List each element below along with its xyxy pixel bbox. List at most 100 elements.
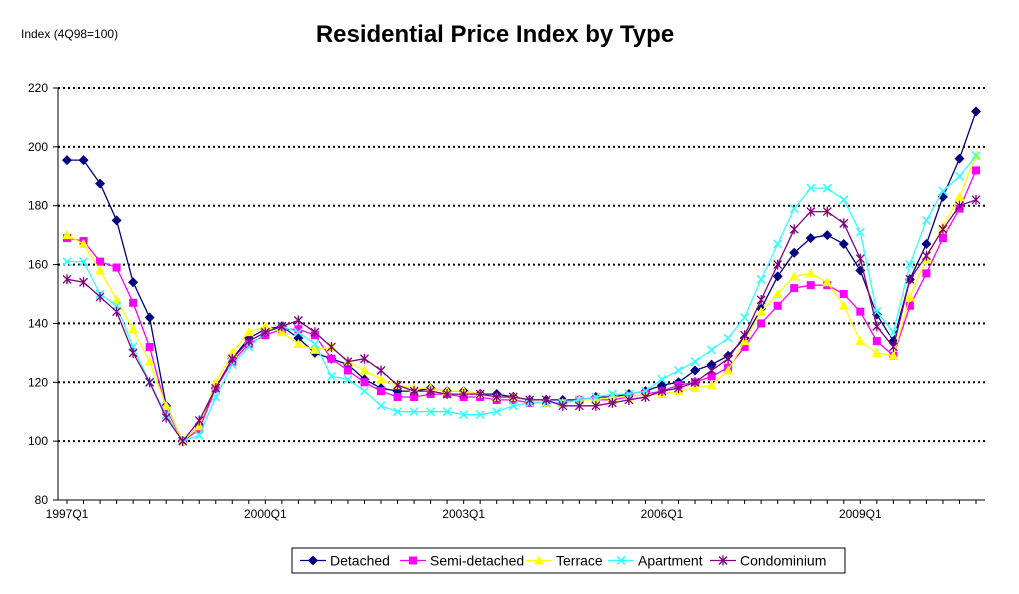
y-tick-label: 100 (28, 434, 48, 448)
data-point-apartment (376, 401, 386, 411)
data-point-semi-detached (707, 372, 716, 381)
data-point-terrace (822, 277, 833, 287)
data-point-condominium (393, 380, 403, 391)
data-point-apartment (392, 407, 403, 417)
legend: Detached Semi-detached Terrace Apartment Con… (291, 547, 846, 574)
data-point-condominium (95, 291, 105, 302)
data-point-condominium (525, 394, 535, 405)
y-tick-label: 180 (28, 199, 48, 213)
x-tick-label: 2003Q1 (442, 507, 485, 521)
data-point-condominium (244, 336, 254, 347)
x-tick-label: 2000Q1 (244, 507, 287, 521)
data-point-semi-detached (112, 263, 121, 272)
data-point-condominium (277, 321, 287, 332)
data-point-condominium (128, 347, 138, 358)
data-point-condominium (508, 392, 518, 402)
data-point-terrace (706, 380, 717, 390)
data-point-terrace (309, 344, 320, 354)
data-point-condominium (607, 397, 617, 408)
data-point-apartment (740, 312, 750, 323)
data-point-apartment (905, 260, 915, 270)
y-tick-label: 160 (28, 258, 48, 272)
data-point-terrace (276, 327, 287, 337)
data-point-apartment (756, 274, 766, 284)
data-point-condominium (326, 341, 336, 352)
data-point-terrace (95, 265, 106, 275)
data-point-terrace (260, 321, 271, 331)
data-point-terrace (128, 324, 139, 334)
data-point-terrace (805, 268, 816, 278)
legend-label: Apartment (638, 553, 703, 569)
data-point-condominium (79, 277, 88, 288)
data-point-condominium (211, 383, 221, 394)
data-point-detached (822, 230, 833, 241)
data-point-terrace (161, 400, 172, 410)
data-point-apartment (690, 357, 700, 367)
y-tick-label: 140 (28, 316, 48, 330)
data-point-condominium (194, 415, 204, 426)
data-point-semi-detached (410, 393, 419, 401)
data-point-apartment (657, 374, 667, 384)
data-point-terrace (78, 238, 89, 248)
data-point-detached (128, 277, 139, 288)
data-point-condominium (62, 274, 72, 285)
data-point-detached (690, 365, 701, 376)
legend-marker (308, 555, 318, 566)
data-point-detached (62, 155, 72, 166)
legend-item-terrace: Terrace (526, 553, 603, 569)
data-point-terrace (227, 347, 238, 357)
data-point-semi-detached (96, 257, 105, 266)
data-point-condominium (723, 353, 733, 364)
data-point-terrace (838, 300, 849, 310)
data-point-apartment (822, 183, 832, 193)
data-point-apartment (78, 257, 89, 267)
y-tick-label: 220 (28, 81, 48, 95)
legend-label: Semi-detached (430, 553, 524, 569)
data-point-apartment (409, 407, 419, 417)
data-point-semi-detached (773, 301, 782, 310)
data-point-condominium (178, 436, 188, 447)
data-point-detached (838, 238, 849, 249)
legend-label: Detached (330, 553, 390, 569)
data-point-condominium (227, 353, 237, 364)
data-point-semi-detached (343, 366, 352, 375)
x-tick-label: 2006Q1 (641, 507, 684, 521)
data-point-condominium (938, 224, 948, 235)
data-point-apartment (773, 239, 783, 249)
data-point-apartment (789, 204, 799, 214)
data-point-condominium (591, 400, 601, 411)
legend-box (291, 547, 846, 574)
data-point-terrace (359, 365, 370, 375)
data-point-terrace (756, 306, 767, 316)
data-point-condominium (657, 386, 667, 397)
data-point-terrace (723, 365, 734, 375)
data-point-condominium (855, 253, 865, 264)
data-point-apartment (806, 183, 816, 193)
data-point-semi-detached (129, 298, 138, 307)
legend-marker (534, 555, 544, 565)
data-point-condominium (558, 400, 568, 411)
y-tick-label: 80 (35, 493, 49, 507)
data-point-terrace (789, 271, 800, 281)
x-tick-label: 2009Q1 (839, 507, 882, 521)
data-point-detached (954, 153, 965, 164)
data-point-detached (111, 215, 122, 226)
data-point-condominium (161, 412, 171, 423)
data-point-semi-detached (757, 319, 766, 328)
y-tick-label: 120 (28, 375, 48, 389)
data-point-terrace (376, 374, 387, 384)
data-point-condominium (789, 224, 799, 235)
y-tick-label: 200 (28, 140, 48, 154)
data-point-condominium (376, 365, 386, 376)
data-point-condominium (459, 389, 469, 400)
data-point-terrace (739, 336, 750, 346)
data-point-condominium (955, 200, 964, 211)
data-point-detached (789, 247, 800, 258)
data-point-terrace (904, 291, 915, 301)
data-point-condominium (740, 330, 750, 341)
data-point-apartment (194, 430, 204, 440)
y-axis-unit-label: Index (4Q98=100) (21, 27, 118, 41)
data-point-terrace (590, 394, 601, 404)
data-point-apartment (723, 333, 733, 343)
